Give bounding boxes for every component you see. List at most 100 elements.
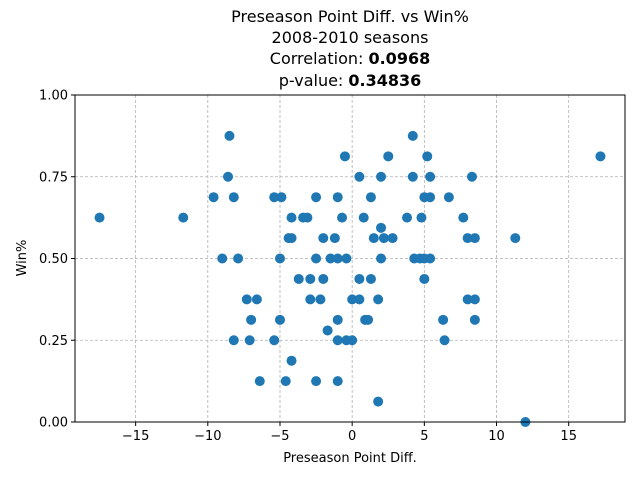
data-point <box>228 335 239 346</box>
x-tick-label: −15 <box>122 429 149 444</box>
data-point <box>208 192 219 203</box>
data-point <box>305 294 316 305</box>
data-point <box>354 294 365 305</box>
chart-subtitle: 2008-2010 seasons <box>272 28 429 47</box>
x-tick-label: 15 <box>560 429 577 444</box>
y-tick-label: 0.50 <box>39 252 68 267</box>
data-point <box>419 273 430 284</box>
chart-title-block: Preseason Point Diff. vs Win% 2008-2010 … <box>231 7 469 90</box>
data-point <box>383 151 394 162</box>
x-tick-label: −5 <box>270 429 289 444</box>
data-point <box>368 233 379 244</box>
pvalue-line: p-value: 0.34836 <box>279 71 422 90</box>
data-point <box>223 171 234 182</box>
pvalue-label: p-value: <box>279 71 349 90</box>
data-point <box>458 212 469 223</box>
correlation-value: 0.0968 <box>368 49 430 68</box>
data-point <box>332 376 343 387</box>
data-points <box>94 130 606 427</box>
data-point <box>402 212 413 223</box>
data-point <box>354 273 365 284</box>
data-point <box>244 335 255 346</box>
y-axis-label: Win% <box>15 240 30 277</box>
x-axis-label: Preseason Point Diff. <box>283 451 417 466</box>
data-point <box>305 273 316 284</box>
data-point <box>376 222 387 233</box>
data-point <box>302 212 313 223</box>
data-point <box>241 294 252 305</box>
data-point <box>318 273 329 284</box>
data-point <box>376 253 387 264</box>
data-point <box>407 130 418 141</box>
x-tick-label: 10 <box>488 429 505 444</box>
data-point <box>233 253 244 264</box>
chart-title: Preseason Point Diff. vs Win% <box>231 7 469 26</box>
y-tick-label: 1.00 <box>39 89 68 104</box>
data-point <box>318 233 329 244</box>
data-point <box>332 192 343 203</box>
data-point <box>280 376 291 387</box>
data-point <box>251 294 262 305</box>
data-point <box>443 192 454 203</box>
data-point <box>286 355 297 366</box>
data-point <box>322 325 333 336</box>
data-point <box>269 335 280 346</box>
data-point <box>224 130 235 141</box>
data-point <box>286 212 297 223</box>
correlation-label: Correlation: <box>270 49 369 68</box>
data-point <box>354 171 365 182</box>
y-axis-ticks: 0.00 0.25 0.50 0.75 1.00 <box>39 89 75 431</box>
data-point <box>332 253 343 264</box>
data-point <box>337 212 348 223</box>
data-point <box>276 192 287 203</box>
data-point <box>365 192 376 203</box>
data-point <box>469 294 480 305</box>
data-point <box>358 212 369 223</box>
data-point <box>94 212 105 223</box>
data-point <box>269 192 280 203</box>
data-point <box>293 273 304 284</box>
data-point <box>387 233 398 244</box>
data-point <box>311 192 322 203</box>
data-point <box>378 233 389 244</box>
data-point <box>274 253 285 264</box>
data-point <box>329 233 340 244</box>
data-point <box>439 335 450 346</box>
data-point <box>347 294 358 305</box>
data-point <box>325 253 336 264</box>
correlation-line: Correlation: 0.0968 <box>270 49 430 68</box>
data-point <box>339 151 350 162</box>
data-point <box>217 253 228 264</box>
data-point <box>373 294 384 305</box>
data-point <box>416 212 427 223</box>
x-tick-label: 0 <box>348 429 356 444</box>
data-point <box>469 233 480 244</box>
data-point <box>462 294 473 305</box>
data-point <box>469 314 480 325</box>
data-point <box>462 233 473 244</box>
data-point <box>595 151 606 162</box>
data-point <box>332 314 343 325</box>
data-point <box>425 171 436 182</box>
data-point <box>365 273 376 284</box>
data-point <box>341 253 352 264</box>
y-tick-label: 0.75 <box>39 170 68 185</box>
x-axis-ticks: −15 −10 −5 0 5 10 15 <box>122 422 577 444</box>
x-tick-label: −10 <box>194 429 221 444</box>
data-point <box>311 376 322 387</box>
data-point <box>246 314 257 325</box>
data-point <box>332 335 343 346</box>
pvalue-value: 0.34836 <box>348 71 421 90</box>
data-point <box>315 294 326 305</box>
data-point <box>373 396 384 407</box>
data-point <box>438 314 449 325</box>
data-point <box>422 151 433 162</box>
x-tick-label: 5 <box>420 429 428 444</box>
data-point <box>254 376 265 387</box>
data-point <box>274 314 285 325</box>
data-point <box>347 335 358 346</box>
data-point <box>425 192 436 203</box>
y-tick-label: 0.00 <box>39 416 68 431</box>
y-tick-label: 0.25 <box>39 334 68 349</box>
